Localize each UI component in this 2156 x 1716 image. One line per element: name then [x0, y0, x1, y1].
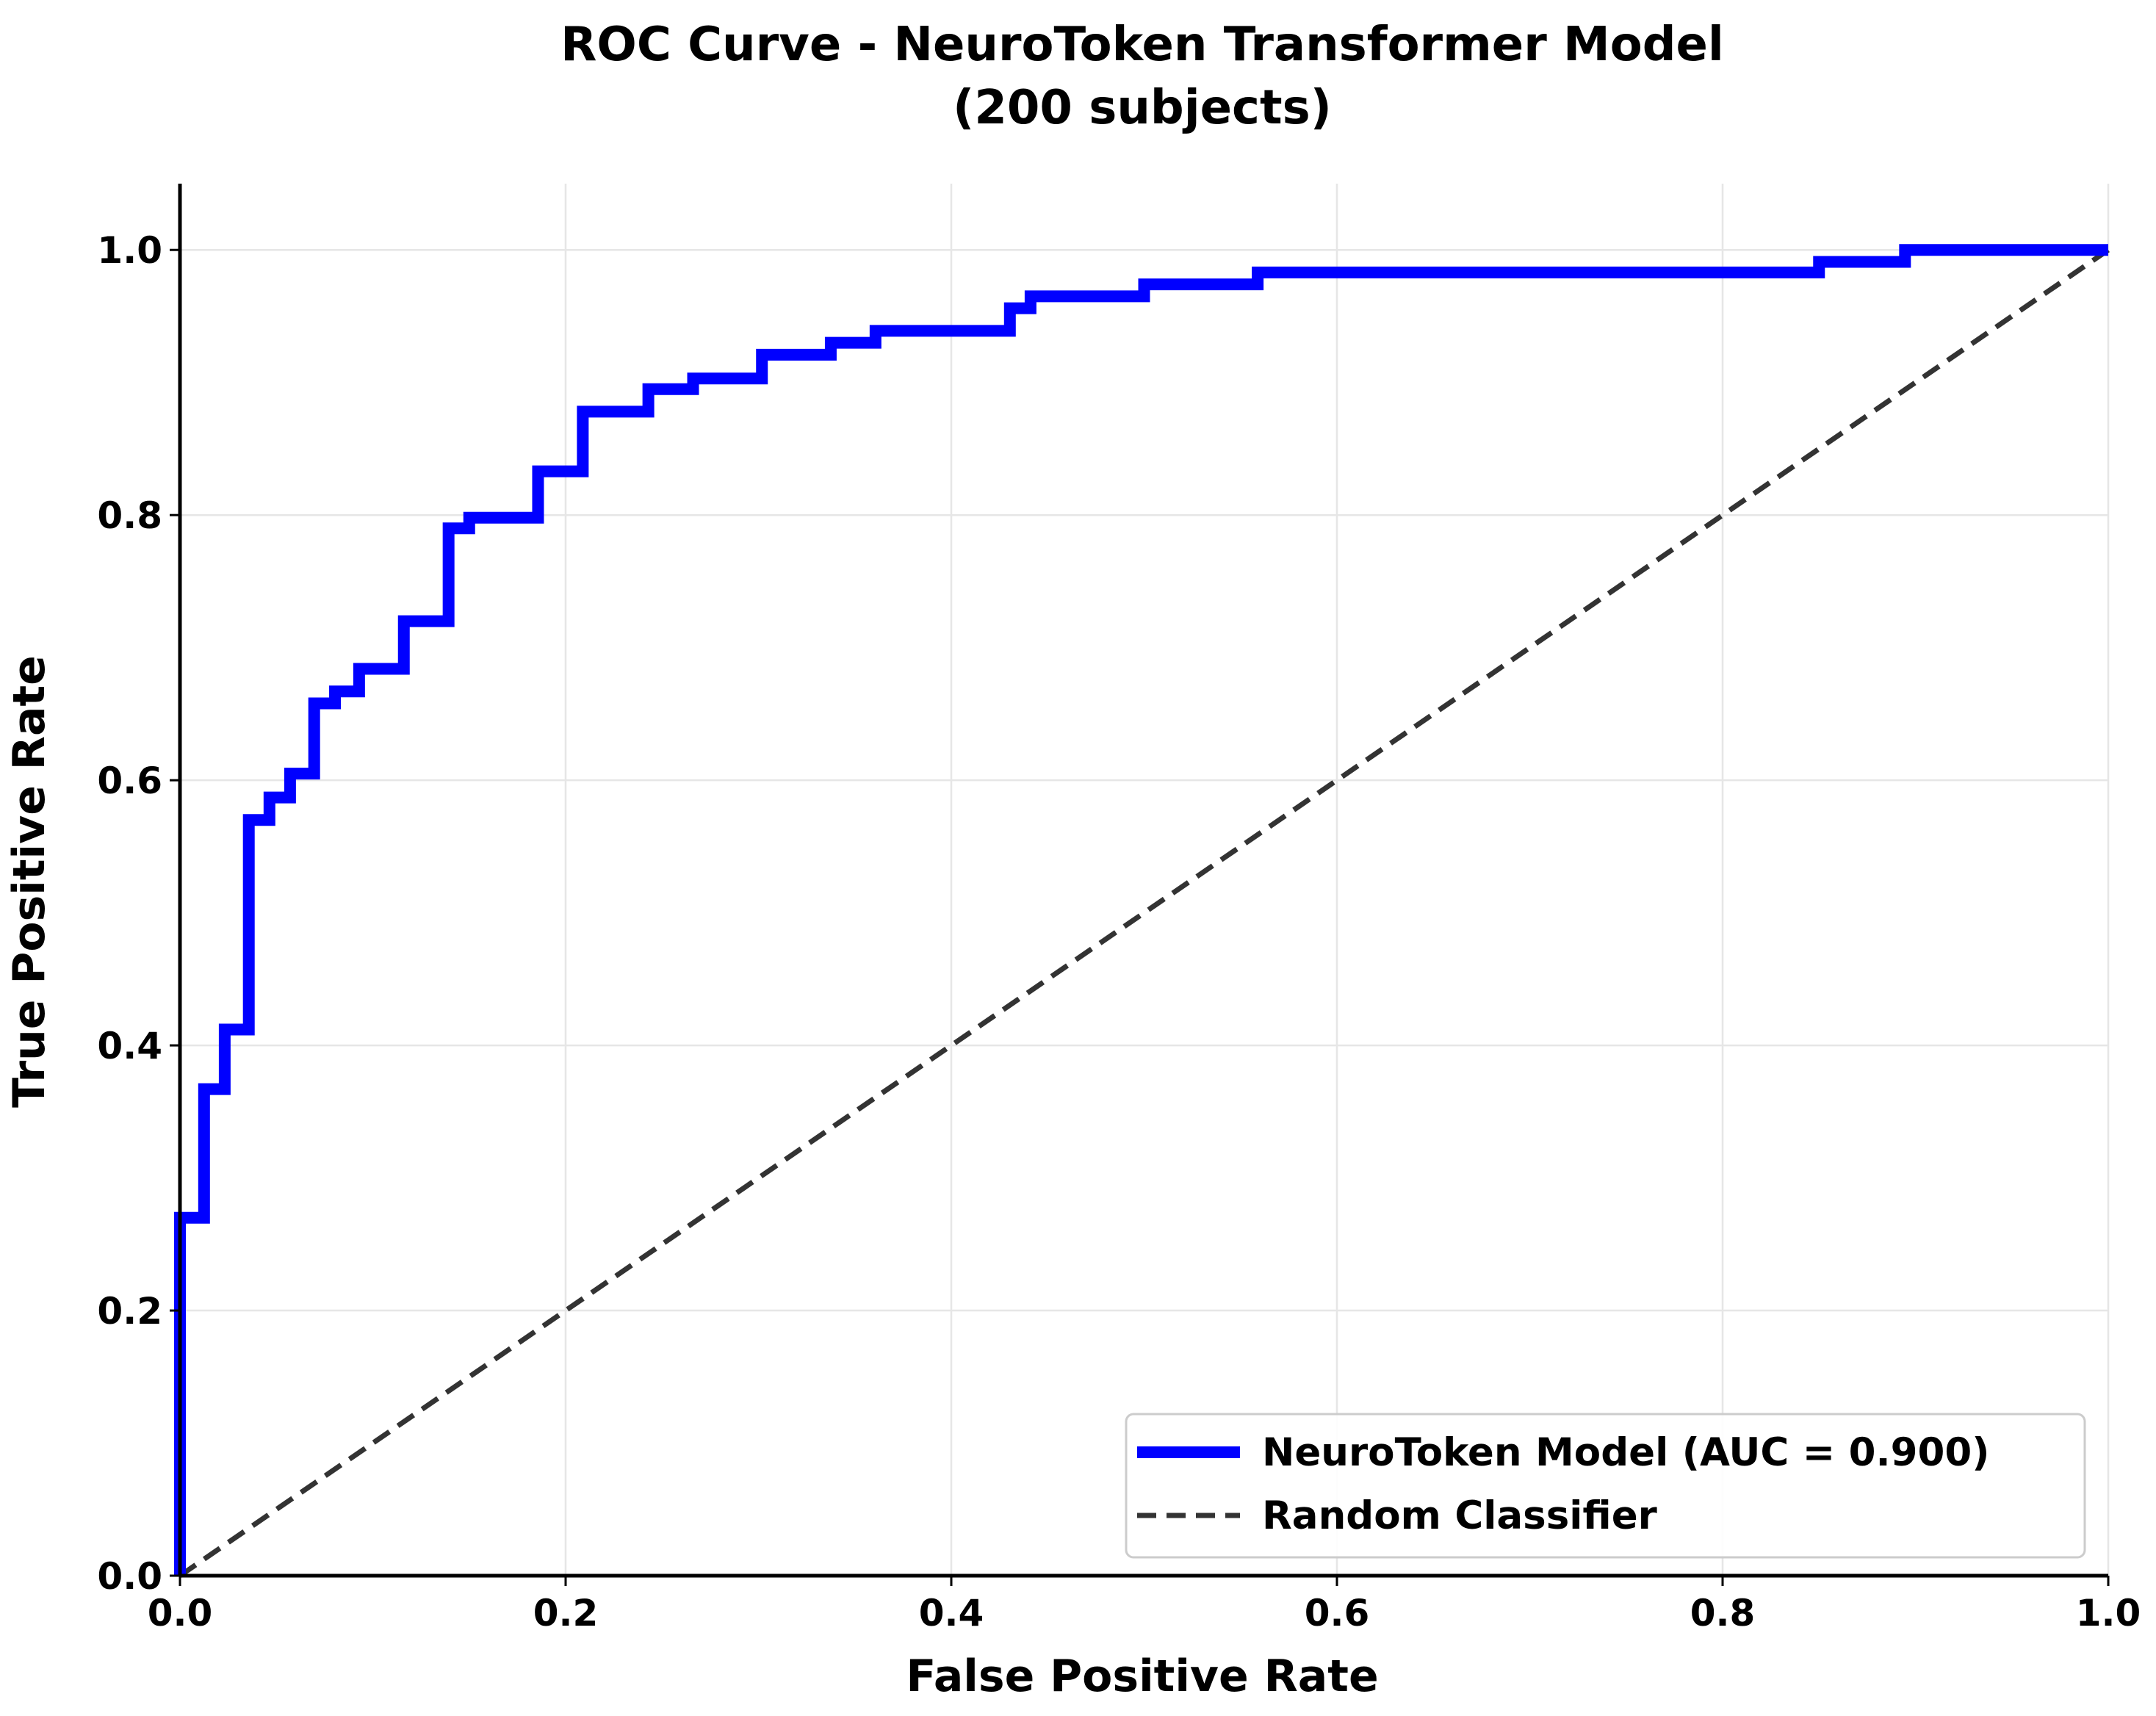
legend-box: [1125, 1413, 2086, 1559]
legend-label-random: Random Classifier: [1262, 1493, 1657, 1538]
grid-lines: [179, 184, 2110, 1577]
x-axis-label: False Positive Rate: [906, 1651, 1378, 1702]
chart-subtitle: (200 subjects): [953, 81, 1332, 135]
series-line-random: [179, 248, 2110, 1578]
x-tick-label-1: 0.2: [533, 1592, 599, 1634]
y-tick-label-4: 0.8: [97, 494, 162, 537]
y-tick-label-0: 0.0: [97, 1555, 162, 1598]
y-tick-label-5: 1.0: [97, 229, 162, 272]
axes: [170, 184, 2110, 1586]
legend-label-model: NeuroToken Model (AUC = 0.900): [1262, 1430, 1989, 1475]
x-tick-label-5: 1.0: [2076, 1592, 2141, 1634]
legend: NeuroToken Model (AUC = 0.900) Random Cl…: [1125, 1413, 2086, 1559]
series-line-model: [174, 244, 2108, 1576]
chart-title: ROC Curve - NeuroToken Transformer Model: [560, 18, 1724, 72]
y-axis-label: True Positive Rate: [4, 655, 55, 1108]
x-tick-label-2: 0.4: [919, 1592, 984, 1634]
x-tick-label-4: 0.8: [1690, 1592, 1756, 1634]
tick-labels: 0.0 0.2 0.4 0.6 0.8 1.0 0.0 0.2 0.4 0.6 0.8 1.0: [97, 229, 2141, 1634]
y-tick-label-1: 0.2: [97, 1290, 162, 1333]
y-tick-label-2: 0.4: [97, 1025, 162, 1067]
x-tick-label-0: 0.0: [148, 1592, 213, 1634]
x-tick-label-3: 0.6: [1305, 1592, 1370, 1634]
series-layer: [174, 244, 2110, 1578]
y-tick-label-3: 0.6: [97, 760, 162, 802]
